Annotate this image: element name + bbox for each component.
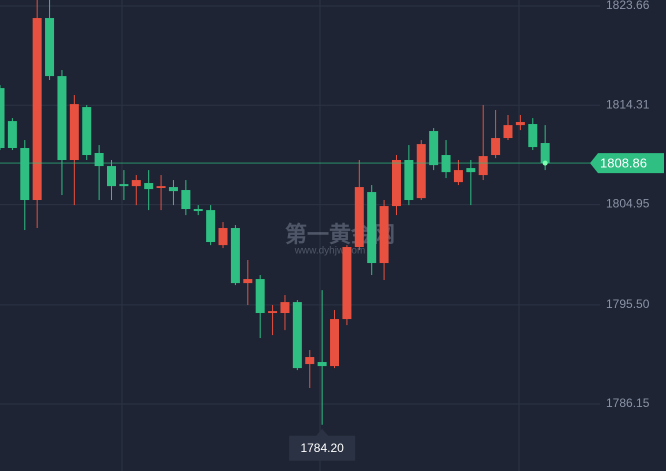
candle-body [453,170,463,183]
candle-body [243,279,253,284]
price-dot [542,160,548,166]
candle-body [230,228,240,284]
y-tick-label: 1823.66 [606,0,650,12]
candle-body [354,187,364,248]
candle-body [503,125,513,139]
candle-body [32,18,42,201]
candle-body [255,279,265,314]
candle-body [7,121,17,149]
candle-body [391,160,401,207]
candle-body [193,209,203,212]
candle-body [416,144,426,199]
candle-body [367,192,377,264]
candle-body [280,302,290,314]
candle-body [20,148,30,201]
candle-body [181,190,191,210]
candle-body [119,184,129,187]
low-label: 1784.20 [300,441,344,455]
candle-body [478,156,488,176]
candle-body [82,107,92,156]
candle-body [168,187,178,192]
watermark-url: www.dyhjw.com [294,246,366,257]
candle-body [206,210,216,243]
y-tick-label: 1786.15 [606,396,650,410]
candle-body [292,302,302,369]
candle-body [404,160,414,201]
y-tick-label: 1814.31 [606,97,650,111]
candle-body [441,155,451,173]
candle-body [317,362,327,367]
candle-body [144,183,154,190]
y-tick-label: 1804.95 [606,197,650,211]
candle-body [218,228,228,246]
candle-body [131,180,141,187]
candle-body [429,131,439,166]
candle-body [528,124,538,148]
candle-body [330,319,340,367]
candle-body [0,88,5,149]
candle-body [305,357,315,365]
candle-body [540,143,550,164]
candle-body [515,122,525,126]
candle-body [107,166,117,187]
watermark: 第一黄金网 [285,222,395,247]
low-tag [289,428,356,461]
price-label: 1808.86 [600,156,647,171]
candle-body [268,311,278,314]
candle-body [342,247,352,320]
candle-body [45,18,55,77]
y-tick-label: 1795.50 [606,297,650,311]
candle-body [466,168,476,173]
price-tag [590,153,664,174]
candle-body [94,153,104,167]
candle-body [379,206,389,264]
candle-body [156,186,166,189]
candle-body [57,76,67,161]
candle-body [69,104,79,161]
candle-body [491,138,501,156]
